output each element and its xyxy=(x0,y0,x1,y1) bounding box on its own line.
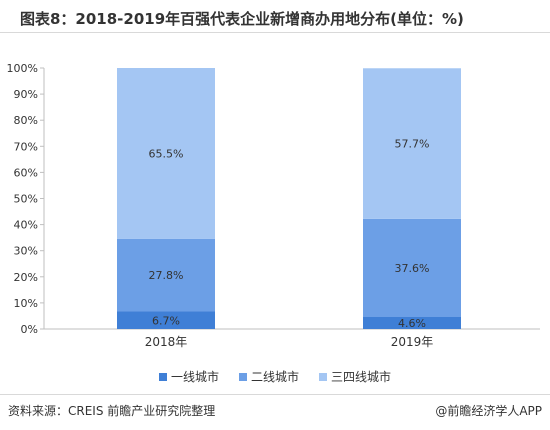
bars xyxy=(117,68,461,329)
legend-swatch xyxy=(158,372,167,381)
data-label: 57.7% xyxy=(395,138,430,151)
y-tick-label: 80% xyxy=(14,114,38,127)
legend-item: 三四线城市 xyxy=(319,368,391,385)
y-tick-label: 70% xyxy=(14,140,38,153)
legend-item: 二线城市 xyxy=(238,368,299,385)
bar-segment xyxy=(117,68,215,239)
source-note: 资料来源：CREIS 前瞻产业研究院整理 xyxy=(8,404,216,418)
legend-label: 一线城市 xyxy=(170,370,219,384)
y-tick-label: 30% xyxy=(14,245,38,258)
x-tick-label: 2019年 xyxy=(391,335,434,349)
data-label: 6.7% xyxy=(152,314,180,327)
y-axis: 0% 10% 20% 30% 40% 50% 60% 70% 80% 90% 100% xyxy=(7,62,45,336)
bar-segment xyxy=(117,311,215,329)
x-tick-label: 2018年 xyxy=(145,335,188,349)
y-tick-label: 10% xyxy=(14,297,38,310)
y-tick-label: 20% xyxy=(14,271,38,284)
data-labels: 6.7% 27.8% 65.5% 4.6% 37.6% 57.7% xyxy=(149,138,430,330)
bar-segment xyxy=(117,238,215,312)
chart-title: 图表8：2018-2019年百强代表企业新增商办用地分布(单位：%) xyxy=(20,10,464,28)
data-label: 65.5% xyxy=(149,147,184,160)
bar-segment xyxy=(363,68,461,219)
legend-swatch xyxy=(238,372,247,381)
data-label: 37.6% xyxy=(395,262,430,275)
title-divider xyxy=(0,32,550,33)
y-tick-label: 0% xyxy=(21,323,38,336)
brand-credit: @前瞻经济学人APP xyxy=(435,404,542,418)
y-tick-label: 50% xyxy=(14,193,38,206)
bar-segment xyxy=(363,218,461,317)
x-axis: 2018年 2019年 xyxy=(44,328,540,349)
legend: 一线城市 二线城市 三四线城市 xyxy=(0,368,550,385)
legend-label: 二线城市 xyxy=(250,370,299,384)
y-tick-label: 90% xyxy=(14,88,38,101)
y-tick-label: 60% xyxy=(14,166,38,179)
data-label: 4.6% xyxy=(398,317,426,330)
bar-segment xyxy=(363,316,461,329)
footer-divider xyxy=(0,394,550,395)
data-label: 27.8% xyxy=(149,269,184,282)
legend-swatch xyxy=(319,372,327,381)
y-tick-label: 40% xyxy=(14,219,38,232)
legend-item: 一线城市 xyxy=(158,368,219,385)
y-tick-label: 100% xyxy=(7,62,38,75)
legend-label: 三四线城市 xyxy=(331,370,392,384)
